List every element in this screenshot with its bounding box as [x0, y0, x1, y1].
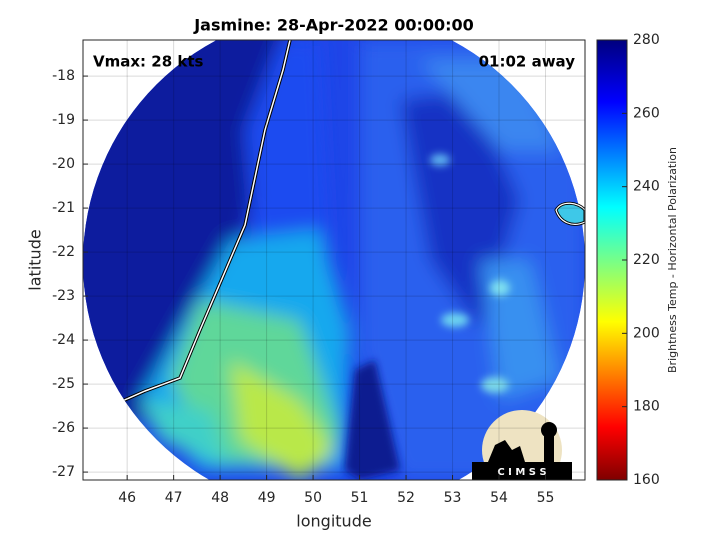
colorbar-tick-label: 240	[633, 179, 660, 195]
y-tick-label: -21	[52, 200, 75, 216]
colorbar-tick-label: 260	[633, 105, 660, 121]
x-tick-label: 50	[304, 490, 322, 506]
imagery: C I M S S	[83, 40, 585, 480]
y-tick-label: -18	[52, 68, 75, 84]
y-tick-label: -24	[52, 332, 75, 348]
annotation: 01:02 away	[479, 53, 576, 71]
y-axis-label: latitude	[26, 229, 45, 290]
y-tick-label: -19	[52, 112, 75, 128]
x-tick-label: 52	[397, 490, 415, 506]
x-tick-label: 46	[118, 490, 136, 506]
x-tick-label: 51	[351, 490, 369, 506]
y-tick-label: -22	[52, 244, 75, 260]
annotation: Vmax: 28 kts	[93, 53, 203, 71]
chart-title: Jasmine: 28-Apr-2022 00:00:00	[193, 16, 474, 35]
y-tick-label: -20	[52, 156, 75, 172]
colorbar-label: Brightness Temp - Horizontal Polarizatio…	[666, 147, 679, 373]
logo-text: C I M S S	[497, 467, 546, 478]
x-tick-label: 55	[537, 490, 555, 506]
y-tick-label: -23	[52, 288, 75, 304]
colorbar-tick-label: 160	[633, 472, 660, 488]
x-tick-label: 47	[165, 490, 183, 506]
logo: C I M S S	[472, 410, 572, 480]
x-tick-label: 49	[258, 490, 276, 506]
y-tick-label: -26	[52, 420, 75, 436]
colorbar-tick-label: 200	[633, 325, 660, 341]
colorbar-tick-label: 180	[633, 399, 660, 415]
x-axis-label: longitude	[296, 512, 371, 531]
colorbar-tick-label: 280	[633, 32, 660, 48]
plot-frame	[82, 39, 586, 481]
y-tick-label: -25	[52, 376, 75, 392]
colorbar-tick-label: 220	[633, 252, 660, 268]
x-tick-label: 54	[490, 490, 508, 506]
x-tick-label: 53	[444, 490, 462, 506]
x-tick-label: 48	[211, 490, 229, 506]
y-tick-label: -27	[52, 464, 75, 480]
grid	[83, 40, 585, 480]
